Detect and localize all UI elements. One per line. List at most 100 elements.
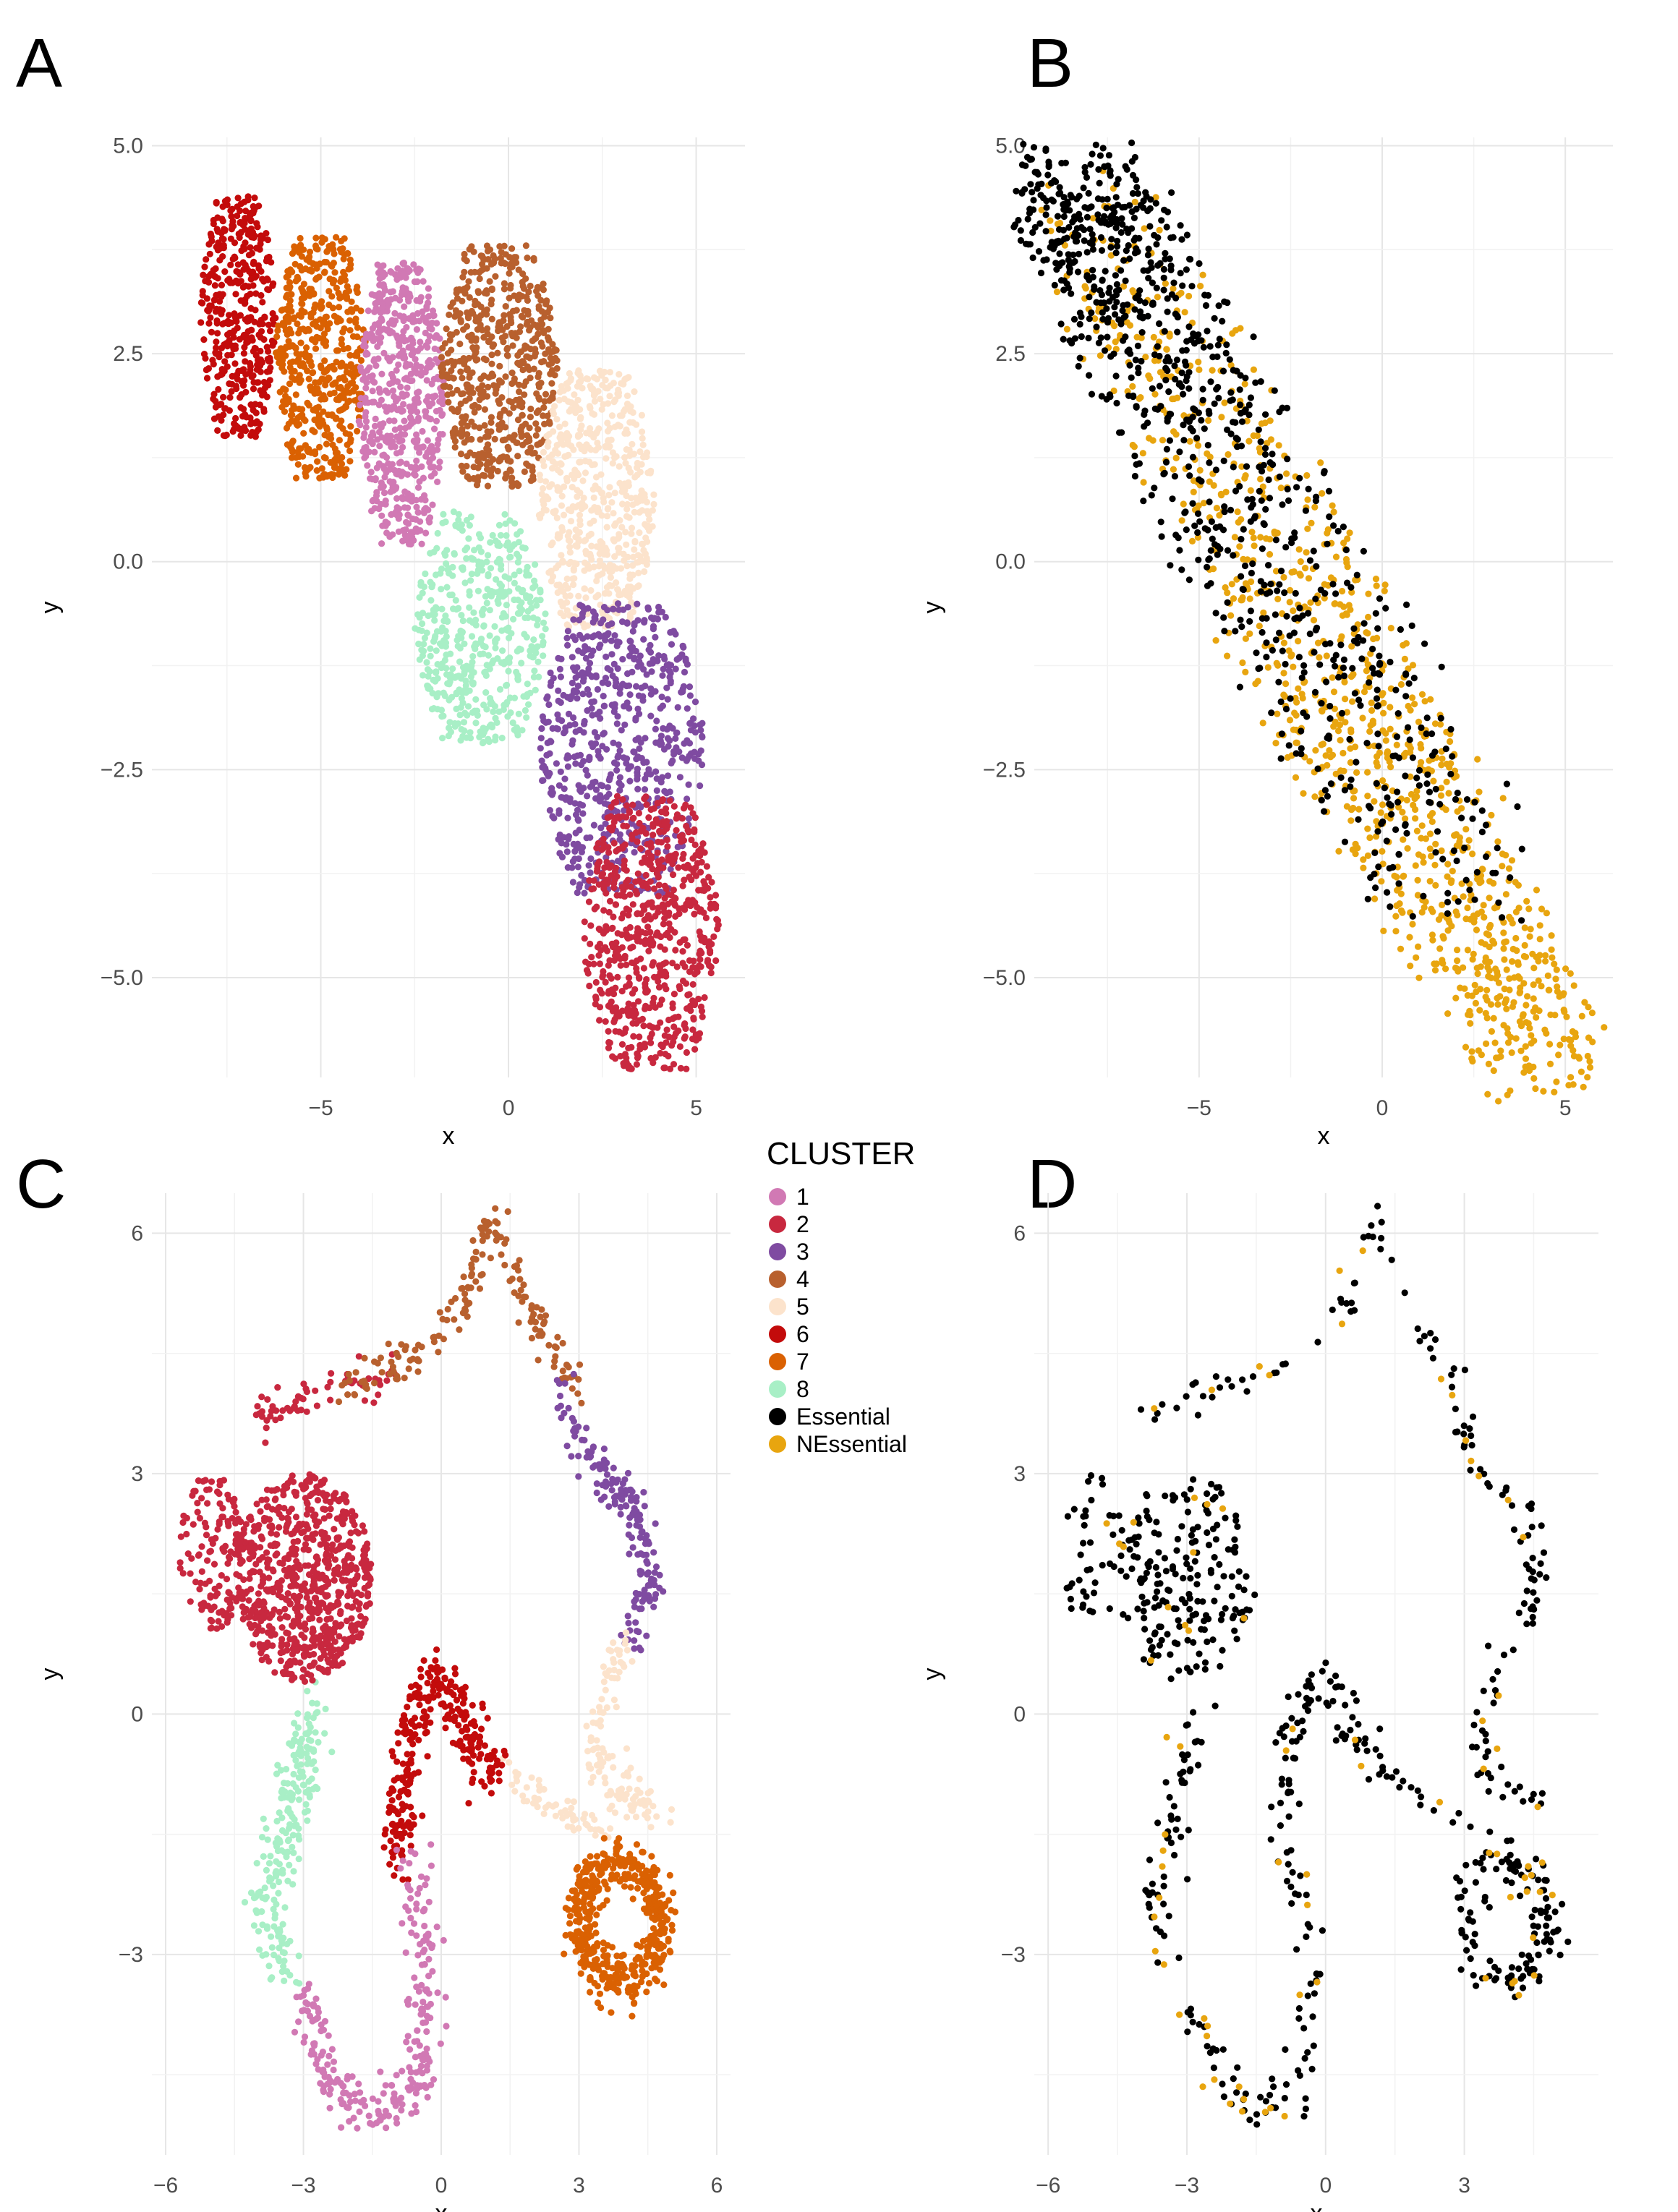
scatter-point — [596, 1017, 603, 1024]
scatter-point — [389, 374, 397, 382]
scatter-point — [527, 652, 534, 659]
nessential-point — [1340, 749, 1347, 757]
scatter-point — [287, 411, 294, 419]
scatter-point — [393, 495, 401, 503]
scatter-point — [388, 317, 396, 324]
scatter-point — [521, 706, 529, 714]
scatter-point — [590, 885, 597, 892]
scatter-point — [562, 581, 569, 589]
nessential-point — [1373, 582, 1380, 589]
scatter-point — [655, 603, 663, 611]
nessential-point — [1472, 999, 1479, 1007]
nessential-point — [1444, 1010, 1452, 1017]
scatter-point — [625, 1000, 632, 1007]
scatter-point — [538, 359, 545, 366]
scatter-point — [485, 552, 492, 559]
scatter-point — [623, 755, 631, 762]
scatter-point — [613, 847, 620, 855]
scatter-point — [414, 399, 422, 406]
scatter-point — [654, 929, 661, 936]
scatter-point — [260, 406, 268, 413]
scatter-point — [421, 492, 428, 499]
scatter-point — [601, 702, 608, 709]
scatter-point — [331, 456, 338, 464]
scatter-point — [247, 216, 255, 224]
nessential-point — [1516, 1018, 1523, 1025]
scatter-point — [200, 271, 207, 278]
scatter-point — [286, 283, 294, 291]
scatter-point — [451, 408, 458, 415]
nessential-point — [1468, 1055, 1475, 1062]
scatter-point — [629, 943, 636, 951]
scatter-point — [575, 592, 582, 600]
scatter-point — [664, 929, 671, 936]
scatter-point — [591, 374, 598, 381]
scatter-point — [494, 349, 501, 356]
panel-label-b: B — [1027, 25, 1073, 102]
scatter-point — [366, 364, 373, 371]
scatter-point — [201, 263, 208, 270]
nessential-point — [1248, 529, 1256, 536]
nessential-point — [1342, 555, 1350, 563]
scatter-point — [426, 445, 433, 453]
nessential-point — [1553, 1078, 1560, 1085]
scatter-point — [590, 411, 598, 418]
nessential-point — [1432, 881, 1439, 889]
scatter-point — [652, 768, 660, 775]
scatter-point — [501, 436, 508, 443]
scatter-point — [389, 387, 397, 394]
scatter-point — [364, 351, 371, 358]
scatter-point — [361, 454, 368, 461]
scatter-point — [623, 1054, 630, 1062]
scatter-point — [227, 235, 234, 242]
nessential-point — [1387, 704, 1394, 711]
nessential-point — [1437, 792, 1445, 799]
scatter-point — [707, 969, 715, 977]
scatter-point — [422, 413, 430, 420]
scatter-point — [535, 370, 542, 377]
scatter-point — [444, 359, 451, 366]
scatter-point — [553, 364, 561, 372]
scatter-point — [433, 320, 440, 327]
nessential-point — [1530, 965, 1538, 972]
scatter-point — [486, 607, 493, 614]
scatter-point — [461, 547, 469, 554]
scatter-point — [582, 559, 589, 566]
scatter-point — [461, 250, 468, 258]
scatter-point — [691, 814, 699, 821]
scatter-point — [557, 768, 564, 775]
nessential-point — [1272, 740, 1279, 747]
nessential-point — [1521, 941, 1528, 949]
scatter-point — [575, 855, 582, 863]
scatter-point — [683, 1005, 691, 1012]
scatter-point — [333, 318, 341, 325]
scatter-point — [435, 436, 442, 443]
scatter-point — [636, 529, 643, 537]
scatter-point — [680, 850, 687, 858]
scatter-point — [336, 437, 343, 444]
scatter-point — [634, 838, 641, 845]
scatter-point — [294, 448, 302, 456]
scatter-point — [371, 308, 378, 315]
scatter-point — [642, 534, 650, 542]
scatter-point — [510, 436, 517, 444]
scatter-point — [540, 448, 548, 456]
scatter-point — [492, 637, 499, 644]
scatter-point — [634, 464, 641, 471]
scatter-point — [401, 354, 409, 362]
scatter-point — [399, 537, 406, 545]
scatter-point — [458, 612, 465, 619]
scatter-point — [634, 559, 641, 566]
nessential-point — [1376, 749, 1383, 756]
scatter-point — [320, 369, 328, 376]
nessential-point — [1475, 788, 1483, 795]
scatter-point — [442, 518, 449, 526]
scatter-point — [606, 972, 613, 979]
scatter-point — [600, 693, 607, 700]
scatter-point — [672, 894, 679, 902]
scatter-point — [678, 838, 685, 845]
scatter-point — [342, 403, 350, 411]
scatter-point — [566, 560, 573, 568]
scatter-point — [557, 469, 564, 476]
scatter-point — [574, 682, 582, 690]
